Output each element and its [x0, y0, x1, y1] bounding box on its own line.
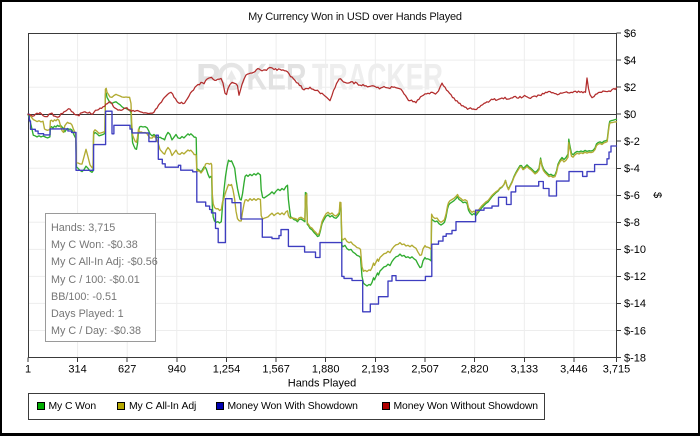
svg-text:1: 1 — [25, 364, 31, 376]
svg-text:1,880: 1,880 — [312, 364, 340, 376]
svg-text:Hands Played: Hands Played — [288, 378, 357, 390]
svg-text:$-6: $-6 — [624, 190, 640, 202]
svg-text:3,715: 3,715 — [603, 364, 631, 376]
svg-text:2,820: 2,820 — [461, 364, 489, 376]
svg-text:3,446: 3,446 — [560, 364, 588, 376]
svg-text:$4: $4 — [624, 55, 636, 67]
svg-text:$2: $2 — [624, 82, 636, 94]
svg-text:TRACKER: TRACKER — [312, 57, 443, 98]
svg-text:$-18: $-18 — [624, 352, 646, 364]
svg-text:$-4: $-4 — [624, 163, 640, 175]
svg-text:KER: KER — [247, 57, 307, 98]
svg-text:$-16: $-16 — [624, 325, 646, 337]
svg-text:P: P — [196, 57, 221, 98]
svg-text:940: 940 — [168, 364, 186, 376]
svg-text:3,133: 3,133 — [511, 364, 539, 376]
svg-text:$0: $0 — [624, 109, 636, 121]
svg-text:$: $ — [651, 192, 663, 198]
svg-text:1,567: 1,567 — [262, 364, 290, 376]
svg-text:1,254: 1,254 — [213, 364, 241, 376]
svg-text:$-10: $-10 — [624, 244, 646, 256]
svg-text:$-2: $-2 — [624, 136, 640, 148]
svg-text:$-8: $-8 — [624, 217, 640, 229]
svg-text:$6: $6 — [624, 28, 636, 40]
svg-text:314: 314 — [68, 364, 86, 376]
svg-text:2,507: 2,507 — [411, 364, 439, 376]
svg-text:627: 627 — [118, 364, 136, 376]
svg-text:$-14: $-14 — [624, 298, 646, 310]
svg-text:$-12: $-12 — [624, 271, 646, 283]
svg-text:2,193: 2,193 — [362, 364, 390, 376]
